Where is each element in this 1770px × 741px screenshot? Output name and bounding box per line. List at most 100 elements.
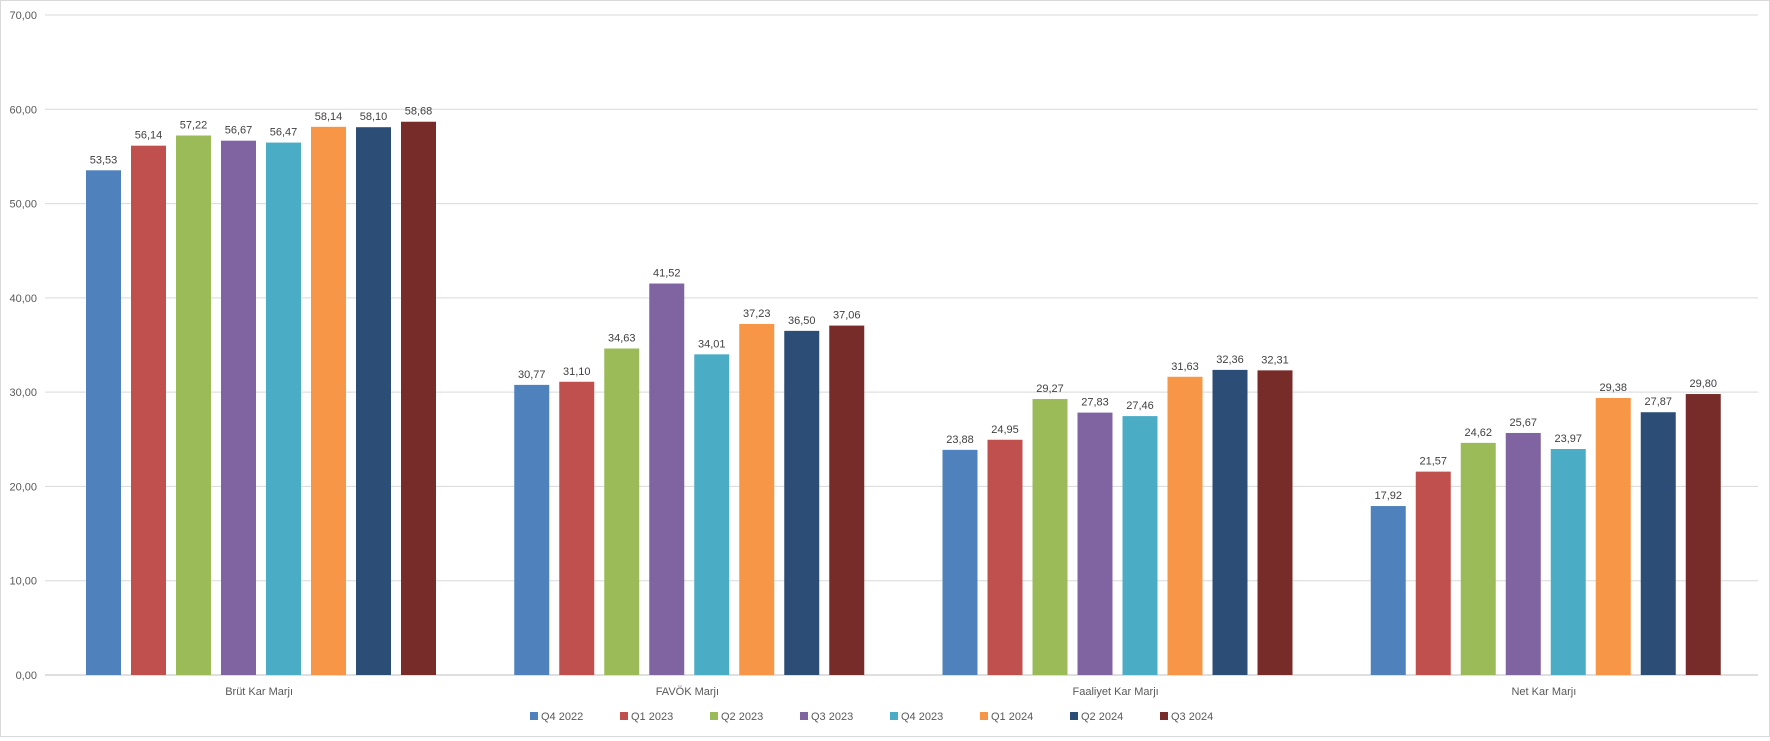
data-label: 27,83 (1081, 397, 1109, 409)
data-label: 36,50 (788, 315, 816, 327)
bar (1595, 397, 1631, 675)
data-label: 56,14 (135, 130, 163, 142)
y-tick-label: 50,00 (9, 199, 37, 211)
data-label: 17,92 (1374, 490, 1402, 502)
legend-label: Q3 2023 (811, 711, 853, 723)
legend-label: Q4 2022 (541, 711, 583, 723)
data-label: 58,10 (360, 111, 388, 123)
legend-item: Q3 2024 (1160, 711, 1213, 723)
y-tick-label: 70,00 (9, 10, 37, 22)
data-label: 37,06 (833, 310, 861, 322)
legend-swatch (710, 712, 718, 720)
bars (86, 121, 1721, 676)
data-label: 29,27 (1036, 383, 1064, 395)
bar (1460, 442, 1496, 675)
data-label: 56,67 (225, 125, 253, 137)
bar (1212, 369, 1248, 675)
data-label: 23,88 (946, 434, 974, 446)
data-label: 53,53 (90, 154, 118, 166)
data-label: 24,62 (1464, 427, 1492, 439)
data-label: 30,77 (518, 369, 546, 381)
gridlines (45, 14, 1758, 676)
data-label: 25,67 (1509, 417, 1537, 429)
x-tick-label: Net Kar Marjı (1511, 686, 1576, 698)
data-label: 31,63 (1171, 361, 1199, 373)
data-label: 34,01 (698, 338, 726, 350)
bar (1077, 412, 1113, 675)
bar (559, 381, 595, 675)
bar (1167, 376, 1203, 675)
data-label: 57,22 (180, 119, 208, 131)
x-tick-label: FAVÖK Marjı (656, 686, 719, 698)
data-label: 56,47 (270, 127, 298, 139)
y-tick-label: 10,00 (9, 576, 37, 588)
data-label: 32,31 (1261, 354, 1289, 366)
bar (694, 354, 730, 675)
legend-swatch (1070, 712, 1078, 720)
y-tick-label: 0,00 (16, 670, 37, 682)
legend-swatch (530, 712, 538, 720)
bar (1257, 370, 1293, 675)
bar (356, 127, 391, 675)
legend-swatch (620, 712, 628, 720)
y-tick-label: 30,00 (9, 387, 37, 399)
data-label: 29,38 (1599, 382, 1627, 394)
bar (1032, 399, 1068, 675)
bar (604, 348, 640, 675)
bar (401, 121, 436, 675)
bar (1550, 448, 1586, 675)
data-label: 37,23 (743, 308, 771, 320)
y-axis-ticks: 0,00 10,00 20,00 30,00 40,00 50,00 60,00 70,00 (9, 10, 37, 682)
data-label: 23,97 (1554, 433, 1582, 445)
data-label: 34,63 (608, 332, 636, 344)
bar (1505, 432, 1541, 675)
data-label: 58,68 (405, 106, 433, 118)
legend-swatch (980, 712, 988, 720)
bar (649, 283, 685, 675)
bar (1415, 471, 1451, 675)
x-axis-ticks: Brüt Kar Marjı FAVÖK Marjı Faaliyet Kar Ma… (225, 686, 1576, 698)
data-label: 31,10 (563, 366, 591, 378)
legend-item: Q2 2024 (1070, 711, 1123, 723)
bar (266, 142, 301, 675)
data-label: 27,87 (1644, 396, 1672, 408)
y-tick-label: 40,00 (9, 293, 37, 305)
x-tick-label: Brüt Kar Marjı (225, 686, 293, 698)
data-label: 24,95 (991, 424, 1019, 436)
legend-label: Q1 2023 (631, 711, 673, 723)
bar (739, 323, 775, 675)
bar (1370, 506, 1406, 675)
legend-label: Q2 2023 (721, 711, 763, 723)
y-tick-label: 60,00 (9, 104, 37, 116)
legend: Q4 2022 Q1 2023 Q2 2023 Q3 2023 Q4 2023 Q1 20… (530, 711, 1213, 723)
bar (784, 330, 820, 675)
legend-label: Q1 2024 (991, 711, 1033, 723)
bar (1122, 416, 1158, 675)
bar (1685, 394, 1721, 675)
bar (221, 140, 256, 675)
x-tick-label: Faaliyet Kar Marjı (1073, 686, 1159, 698)
bar (86, 170, 121, 675)
data-label: 58,14 (315, 111, 343, 123)
legend-label: Q4 2023 (901, 711, 943, 723)
bar (1640, 412, 1676, 675)
data-label: 27,46 (1126, 400, 1154, 412)
data-label: 41,52 (653, 268, 681, 280)
legend-item: Q4 2023 (890, 711, 943, 723)
legend-item: Q1 2023 (620, 711, 673, 723)
legend-item: Q2 2023 (710, 711, 763, 723)
y-tick-label: 20,00 (9, 481, 37, 493)
data-labels: 53,53 56,14 57,22 56,67 56,47 58,14 58,10 58,68… (90, 106, 1717, 502)
bar (514, 384, 550, 675)
bar (176, 135, 211, 676)
bar (131, 145, 166, 675)
legend-item: Q3 2023 (800, 711, 853, 723)
data-label: 21,57 (1419, 456, 1447, 468)
legend-label: Q2 2024 (1081, 711, 1123, 723)
data-label: 29,80 (1689, 378, 1717, 390)
legend-swatch (890, 712, 898, 720)
legend-label: Q3 2024 (1171, 711, 1213, 723)
bar (942, 449, 978, 675)
